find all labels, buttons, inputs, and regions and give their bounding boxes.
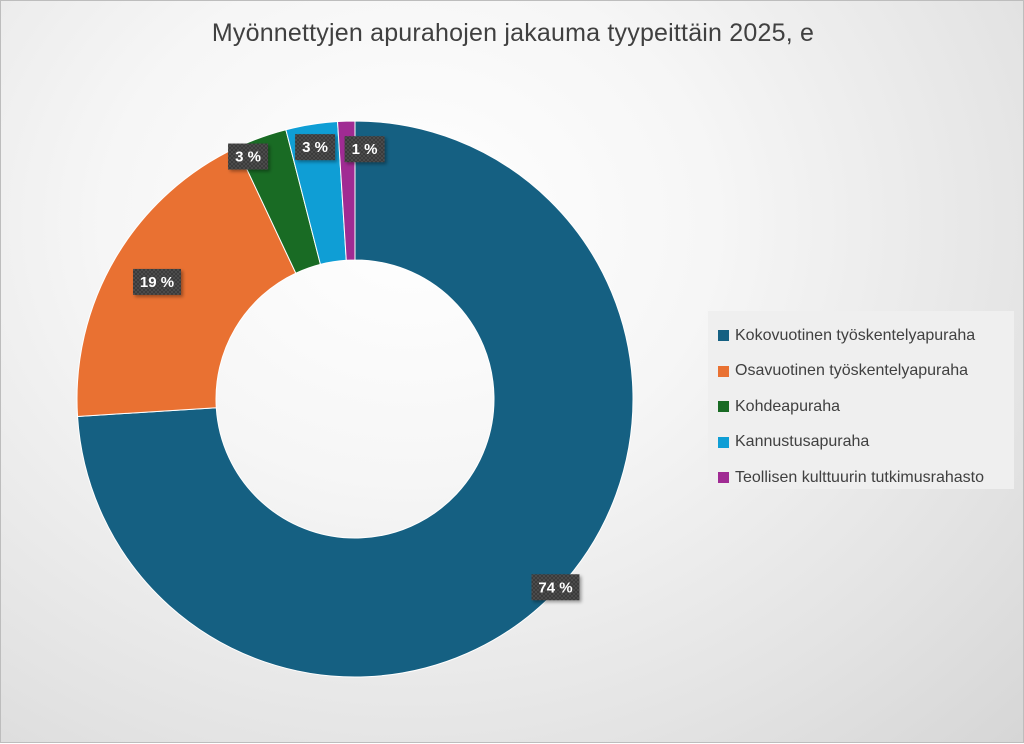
legend-item-kohdeapuraha: Kohdeapuraha: [718, 389, 1014, 425]
legend-label: Osavuotinen työskentelyapuraha: [735, 362, 969, 380]
legend-item-kannustusapuraha: Kannustusapuraha: [718, 425, 1014, 461]
legend-swatch: [718, 472, 729, 484]
legend-item-osavuotinen-tyoskentelyapuraha: Osavuotinen työskentelyapuraha: [718, 354, 1014, 390]
slice-osavuotinen-tyoskentelyapuraha: [76, 146, 297, 417]
data-label-text: 3 %: [235, 149, 261, 166]
legend-item-kokovuotinen-tyoskentelyapuraha: Kokovuotinen työskentelyapuraha: [718, 318, 1014, 354]
legend-label: Teollisen kulttuurin tutkimusrahasto: [735, 468, 985, 486]
data-label-box: [531, 574, 580, 601]
legend-swatch: [718, 436, 729, 448]
data-label-box: [133, 268, 182, 295]
data-label-kohdeapuraha: 3 %: [228, 143, 269, 170]
chart-title: Myönnettyjen apurahojen jakauma tyypeitt…: [211, 19, 815, 47]
data-label-teollisen-kulttuurin-tutkimusrahasto: 1 %: [344, 136, 385, 163]
data-label-text: 19 %: [140, 274, 174, 291]
legend-item-teollisen-kulttuurin-tutkimusrahasto: Teollisen kulttuurin tutkimusrahasto: [718, 460, 1014, 496]
data-label-text: 3 %: [302, 139, 328, 156]
legend-swatch: [718, 365, 729, 377]
legend-label: Kohdeapuraha: [735, 397, 840, 415]
data-label-kannustusapuraha: 3 %: [295, 134, 336, 161]
data-label-text: 1 %: [352, 141, 378, 158]
legend-swatch: [718, 330, 729, 342]
data-label-osavuotinen-tyoskentelyapuraha: 19 %: [133, 268, 182, 295]
data-label-box: [295, 134, 336, 161]
legend-label: Kokovuotinen työskentelyapuraha: [735, 326, 976, 344]
legend-label: Kannustusapuraha: [735, 433, 870, 451]
data-label-box: [228, 143, 269, 170]
slice-kokovuotinen-tyoskentelyapuraha: [77, 120, 634, 678]
legend-swatch: [718, 401, 729, 413]
data-label-kokovuotinen-tyoskentelyapuraha: 74 %: [531, 574, 580, 601]
data-label-text: 74 %: [538, 579, 572, 596]
legend: Kokovuotinen työskentelyapuraha Osavuotin…: [708, 311, 1014, 489]
data-label-box: [344, 136, 385, 163]
